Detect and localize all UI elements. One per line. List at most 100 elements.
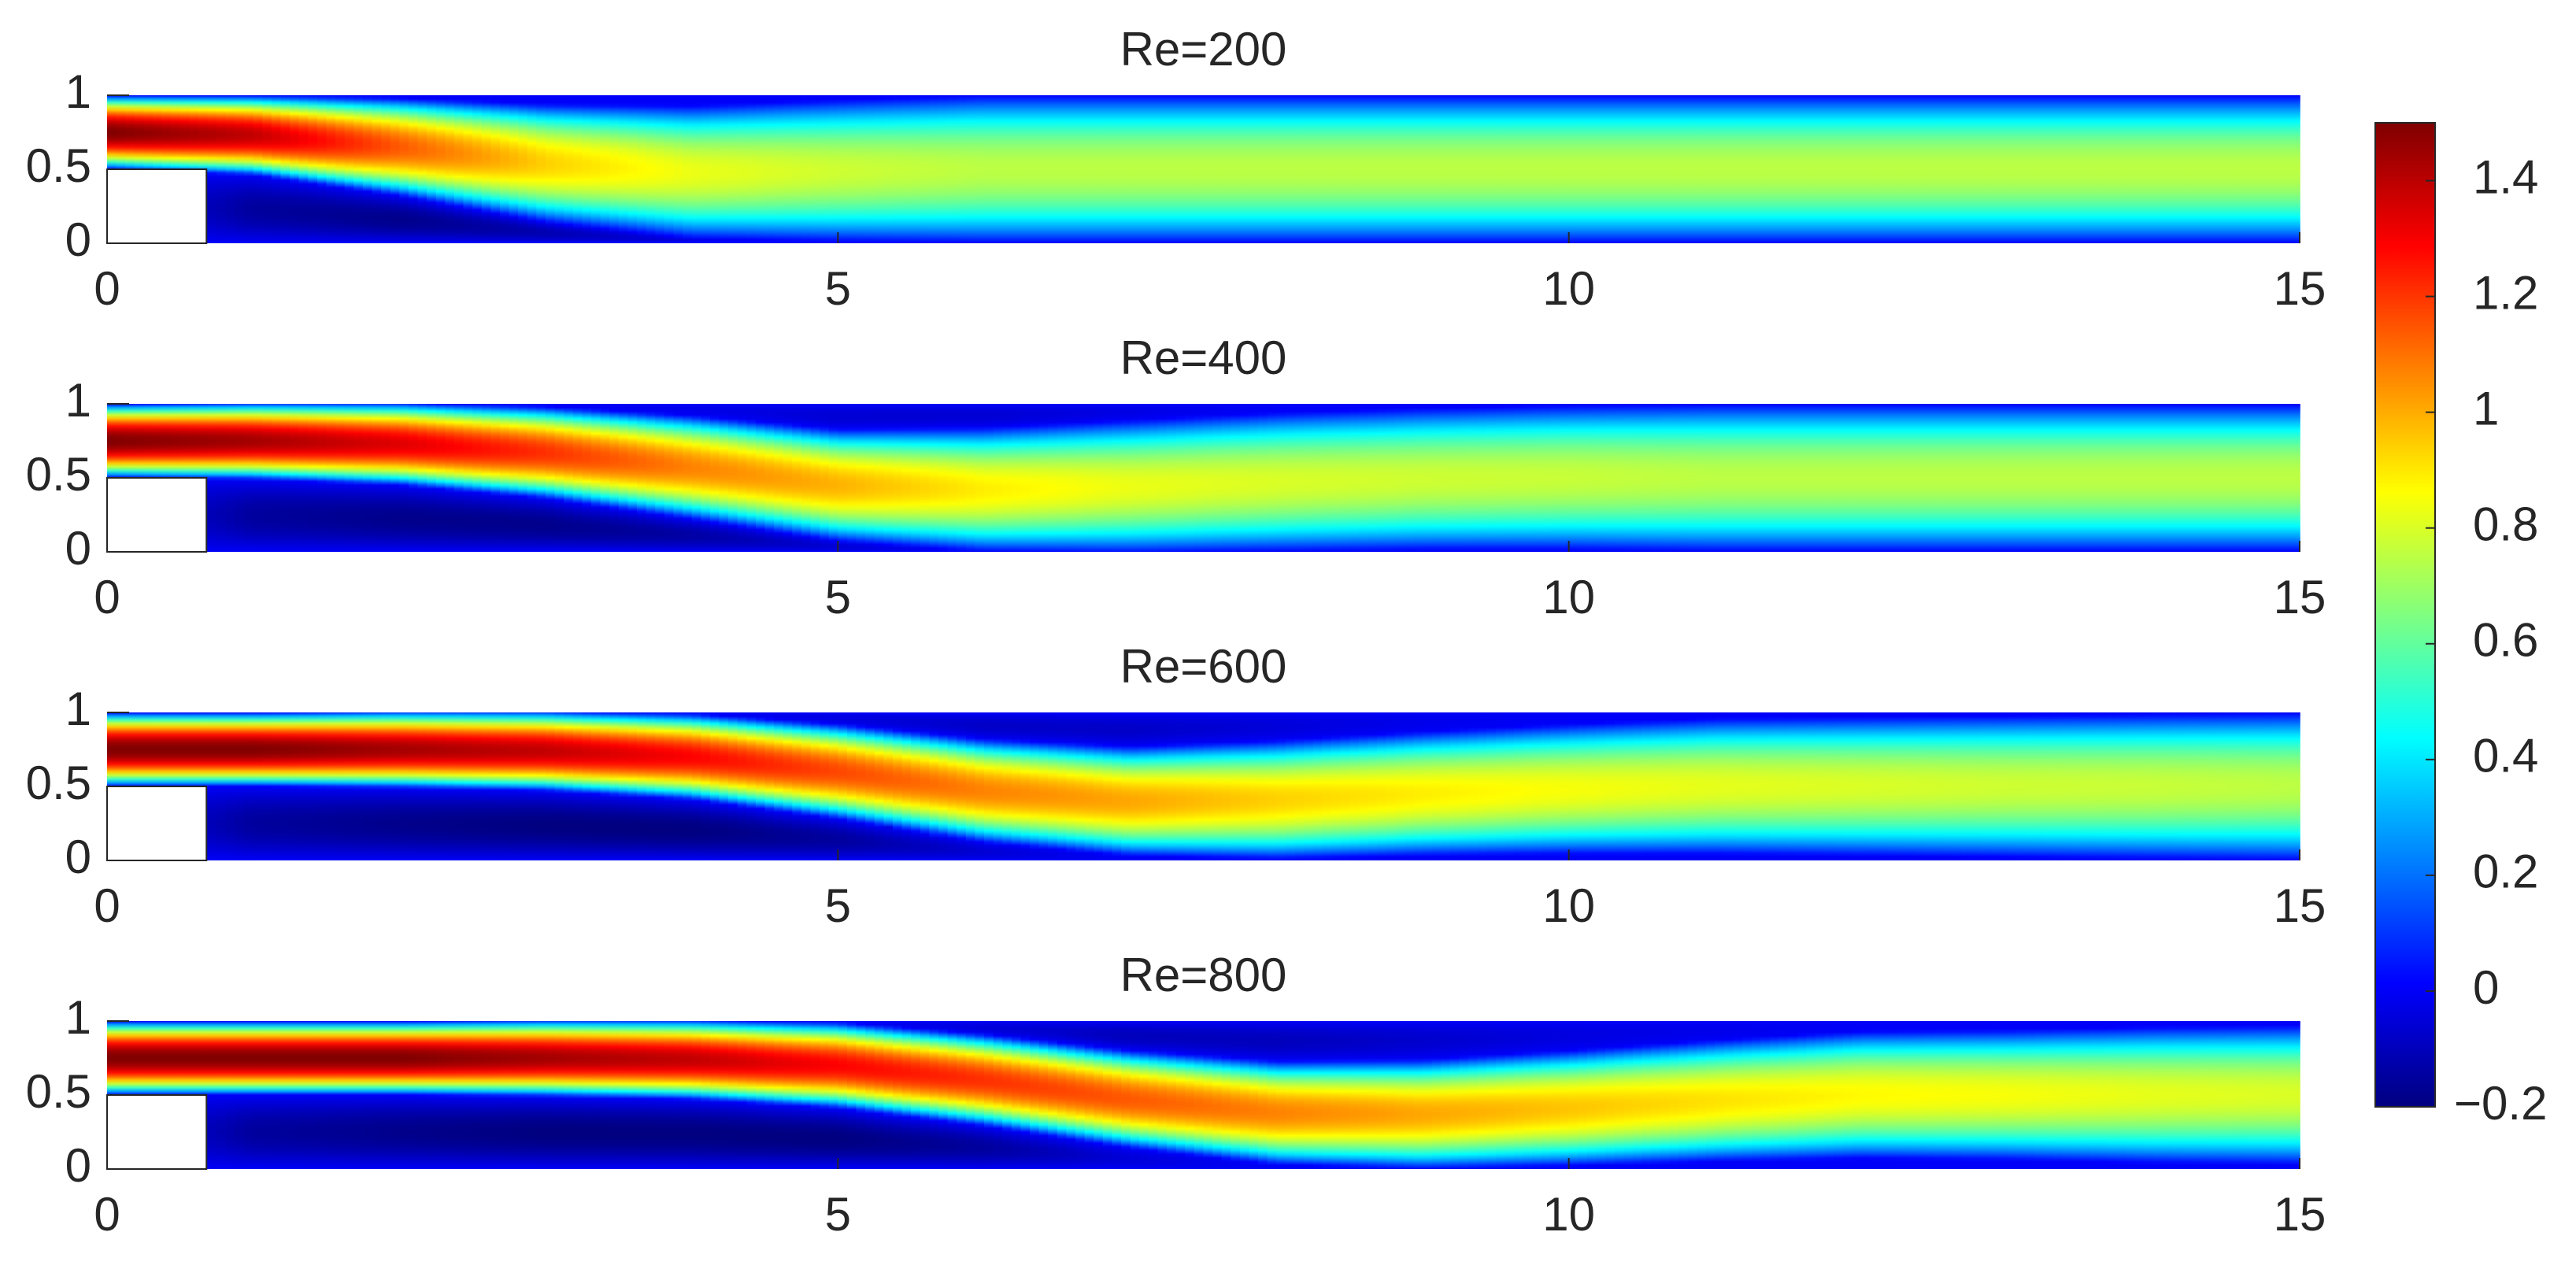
field-slice xyxy=(1038,95,1049,243)
field-slice xyxy=(499,1021,510,1169)
field-slice xyxy=(481,404,492,552)
field-slice xyxy=(1431,404,1442,552)
field-slice xyxy=(1495,95,1506,243)
field-slice xyxy=(984,1021,994,1169)
field-slice xyxy=(1231,404,1241,552)
field-slice xyxy=(1623,1021,1634,1169)
field-slice xyxy=(618,95,629,243)
field-slice xyxy=(1331,95,1342,243)
field-slice xyxy=(627,404,638,552)
field-slice xyxy=(1066,404,1076,552)
field-slice xyxy=(427,404,437,552)
field-slice xyxy=(2199,95,2209,243)
field-slice xyxy=(883,712,894,860)
field-slice xyxy=(308,712,318,860)
field-slice xyxy=(1568,95,1579,243)
y-tick-label: 0 xyxy=(65,1139,91,1192)
field-slice xyxy=(938,1021,949,1169)
field-slice xyxy=(2098,404,2109,552)
field-slice xyxy=(509,95,519,243)
field-slice xyxy=(490,1021,501,1169)
field-slice xyxy=(1834,712,1844,860)
field-slice xyxy=(1523,404,1534,552)
field-slice xyxy=(2189,1021,2200,1169)
field-slice xyxy=(326,712,336,860)
field-slice xyxy=(2263,712,2273,860)
field-slice xyxy=(463,95,473,243)
field-slice xyxy=(920,1021,931,1169)
field-slice xyxy=(683,95,693,243)
field-slice xyxy=(1267,1021,1278,1169)
field-slice xyxy=(2235,404,2246,552)
field-slice xyxy=(975,404,985,552)
field-slice xyxy=(1002,95,1012,243)
field-slice xyxy=(801,404,812,552)
field-slice xyxy=(1614,404,1625,552)
field-slice xyxy=(911,404,921,552)
field-slice xyxy=(2281,1021,2292,1169)
field-slice xyxy=(1231,95,1241,243)
field-slice xyxy=(728,1021,738,1169)
field-slice xyxy=(1669,404,1679,552)
y-tick-label: 0 xyxy=(65,831,91,883)
field-slice xyxy=(1094,404,1104,552)
field-slice xyxy=(1285,1021,1296,1169)
field-slice xyxy=(572,1021,583,1169)
field-slice xyxy=(2153,95,2163,243)
field-slice xyxy=(1842,1021,1853,1169)
field-slice xyxy=(1221,404,1232,552)
field-slice xyxy=(1404,712,1415,860)
field-slice xyxy=(1614,712,1625,860)
field-slice xyxy=(1560,95,1570,243)
field-slice xyxy=(1020,404,1031,552)
field-slice xyxy=(874,712,885,860)
field-slice xyxy=(262,404,272,552)
field-slice xyxy=(390,404,401,552)
field-slice xyxy=(1907,95,1917,243)
field-slice xyxy=(1934,404,1945,552)
field-slice xyxy=(911,1021,921,1169)
field-slice xyxy=(2162,1021,2173,1169)
field-slice xyxy=(2290,95,2300,243)
field-slice xyxy=(1486,404,1497,552)
field-slice xyxy=(536,712,546,860)
field-slice xyxy=(509,712,519,860)
field-slice xyxy=(564,95,574,243)
field-slice xyxy=(298,712,309,860)
field-slice xyxy=(2071,404,2082,552)
field-slice xyxy=(911,95,921,243)
field-slice xyxy=(2290,404,2300,552)
field-slice xyxy=(564,712,574,860)
field-slice xyxy=(1678,1021,1689,1169)
field-slice xyxy=(390,712,401,860)
field-slice xyxy=(262,95,272,243)
field-slice xyxy=(1157,404,1168,552)
field-slice xyxy=(1742,404,1752,552)
field-slice xyxy=(1002,1021,1012,1169)
field-slice xyxy=(664,95,675,243)
field-slice xyxy=(1121,1021,1131,1169)
field-slice xyxy=(1934,95,1945,243)
field-slice xyxy=(253,712,264,860)
field-slice xyxy=(856,1021,866,1169)
field-slice xyxy=(1121,95,1131,243)
field-slice xyxy=(1212,404,1223,552)
x-tick-label: 0 xyxy=(94,571,120,623)
field-slice xyxy=(947,404,957,552)
field-slice xyxy=(2044,95,2054,243)
field-slice xyxy=(1651,1021,1661,1169)
field-slice xyxy=(2272,1021,2282,1169)
x-tick-label: 0 xyxy=(94,1188,120,1241)
field-slice xyxy=(1349,1021,1360,1169)
field-slice xyxy=(1943,95,1953,243)
field-slice xyxy=(1157,1021,1168,1169)
y-tick-label: 0.5 xyxy=(26,757,91,809)
field-slice xyxy=(1285,712,1296,860)
field-slice xyxy=(1376,1021,1387,1169)
field-slice xyxy=(719,712,729,860)
field-slice xyxy=(1157,712,1168,860)
field-slice xyxy=(2281,712,2292,860)
field-slice xyxy=(993,712,1004,860)
field-slice xyxy=(2080,1021,2090,1169)
field-slice xyxy=(1870,404,1881,552)
